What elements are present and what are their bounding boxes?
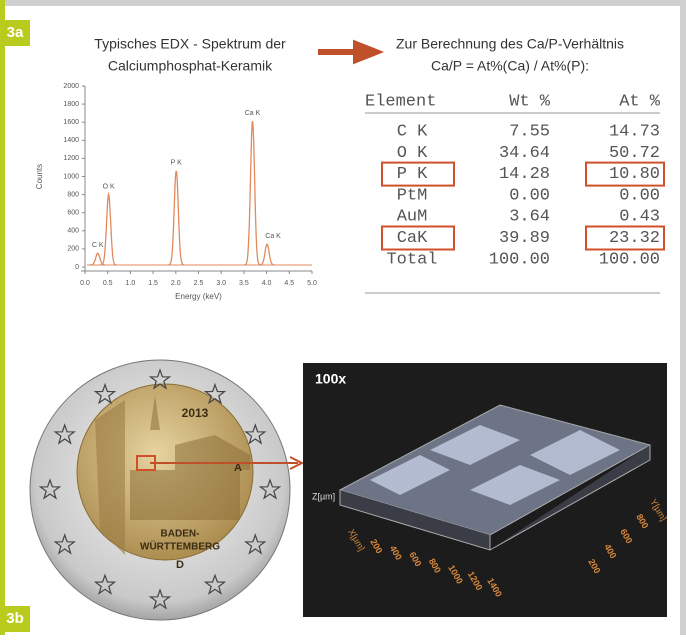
- peak-label: C K: [92, 242, 104, 249]
- table-header: Element: [365, 92, 436, 111]
- table-cell: 14.28: [499, 165, 550, 184]
- y-tick-label: 1800: [63, 101, 79, 108]
- peak-label: Ca K: [265, 233, 281, 240]
- table-cell: 0.00: [619, 186, 660, 205]
- table-cell: CaK: [397, 229, 428, 248]
- peak: [100, 194, 116, 265]
- peak-label: P K: [171, 160, 182, 167]
- figure: 3a 3b Typisches EDX - Spektrum der Calci…: [0, 0, 686, 635]
- y-tick-label: 1200: [63, 155, 79, 162]
- spectrum-title: Typisches EDX - Spektrum der: [94, 36, 286, 52]
- coin-year: 2013: [182, 406, 209, 420]
- y-tick-label: 600: [67, 210, 79, 217]
- peak-label: Ca K: [245, 110, 261, 117]
- x-tick-label: 4.5: [284, 280, 294, 287]
- y-tick-label: 200: [67, 246, 79, 253]
- y-axis-label: Counts: [35, 164, 44, 189]
- y-tick-label: 1000: [63, 173, 79, 180]
- table-cell: 39.89: [499, 229, 550, 248]
- y-tick-label: 1600: [63, 119, 79, 126]
- x-tick-label: 1.5: [148, 280, 158, 287]
- spectrum-title: Calciumphosphat-Keramik: [108, 58, 273, 74]
- table-cell: 7.55: [509, 122, 550, 141]
- peak: [244, 121, 260, 265]
- table-cell: 10.80: [609, 165, 660, 184]
- table-cell: 0.00: [509, 186, 550, 205]
- x-axis-label: Energy (keV): [175, 292, 222, 301]
- coin-text: BADEN-: [161, 529, 200, 540]
- x-tick-label: 0.5: [103, 280, 113, 287]
- coin-text: D: [176, 559, 184, 571]
- x-tick-label: 3.0: [216, 280, 226, 287]
- x-tick-label: 0.0: [80, 280, 90, 287]
- coin: 2013 A BADEN- WÜRTTEMBERG D: [30, 360, 290, 620]
- frame-left: [0, 0, 5, 635]
- table-cell: 34.64: [499, 144, 550, 163]
- table-cell: 100.00: [489, 250, 550, 269]
- table-cell: AuM: [397, 208, 428, 227]
- x-tick-label: 1.0: [126, 280, 136, 287]
- table-cell: 23.32: [609, 229, 660, 248]
- frame-top: [0, 0, 686, 6]
- table-cell: C K: [397, 122, 428, 141]
- peak: [259, 244, 275, 265]
- formula-line: Zur Berechnung des Ca/P-Verhältnis: [396, 36, 624, 52]
- x-tick-label: 3.5: [239, 280, 249, 287]
- table-cell: 3.64: [509, 208, 550, 227]
- x-tick-label: 4.0: [262, 280, 272, 287]
- y-tick-label: 0: [75, 264, 79, 271]
- y-tick-label: 2000: [63, 83, 79, 90]
- peak-label: O K: [103, 183, 115, 190]
- table-cell: 14.73: [609, 122, 660, 141]
- coin-text: WÜRTTEMBERG: [140, 540, 220, 553]
- x-tick-label: 5.0: [307, 280, 317, 287]
- panel-label: 3a: [7, 24, 24, 41]
- arrow: [318, 44, 376, 60]
- frame-right: [680, 0, 686, 635]
- peak: [168, 171, 184, 265]
- y-tick-label: 800: [67, 191, 79, 198]
- table-cell: P K: [397, 165, 428, 184]
- table-cell: 0.43: [619, 208, 660, 227]
- table-cell: O K: [397, 144, 428, 163]
- y-tick-label: 400: [67, 228, 79, 235]
- magnification: 100x: [315, 371, 346, 387]
- table-header: Wt %: [509, 92, 551, 111]
- axis-label: Z[µm]: [312, 491, 335, 501]
- table-cell: PtM: [397, 186, 428, 205]
- table-cell: 50.72: [609, 144, 660, 163]
- y-tick-label: 1400: [63, 137, 79, 144]
- x-tick-label: 2.5: [194, 280, 204, 287]
- table-header: At %: [619, 92, 661, 111]
- x-tick-label: 2.0: [171, 280, 181, 287]
- formula-line: Ca/P = At%(Ca) / At%(P):: [431, 58, 589, 74]
- table-cell: 100.00: [599, 250, 660, 269]
- panel-label: 3b: [6, 610, 24, 627]
- table-cell: Total: [386, 250, 437, 269]
